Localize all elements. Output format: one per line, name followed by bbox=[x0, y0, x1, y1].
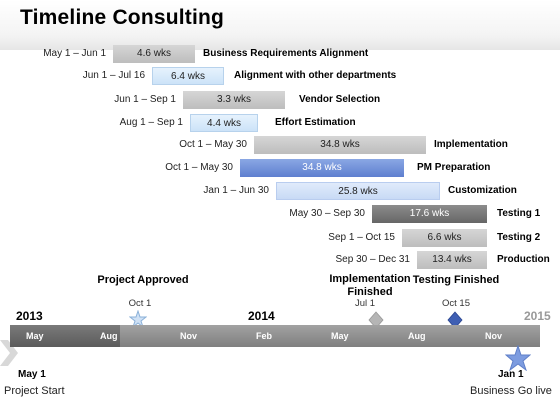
month-label: Nov bbox=[485, 331, 503, 341]
task-date-range: Oct 1 – May 30 bbox=[179, 139, 247, 150]
milestone-label-implementation-finished: Implementation Finished bbox=[329, 273, 411, 298]
task-name: Production bbox=[497, 254, 550, 265]
task-date-range: Sep 1 – Oct 15 bbox=[328, 232, 395, 243]
task-name: Testing 2 bbox=[497, 232, 541, 243]
go-live-date: Jan 1 bbox=[498, 369, 524, 380]
milestone-label-project-approved: Project Approved bbox=[97, 274, 189, 286]
month-label: Nov bbox=[180, 331, 198, 341]
task-date-range: May 30 – Sep 30 bbox=[289, 208, 365, 219]
go-live-label: Business Go live bbox=[470, 385, 552, 397]
milestone-date-testing-finished: Oct 15 bbox=[442, 298, 470, 309]
task-name: Customization bbox=[448, 185, 517, 196]
task-bar: 17.6 wks bbox=[372, 205, 487, 223]
task-bar: 4.4 wks bbox=[190, 114, 258, 132]
year-label: 2015 bbox=[524, 309, 551, 323]
task-date-range: Jun 1 – Jul 16 bbox=[82, 70, 145, 81]
task-name: Implementation bbox=[434, 139, 508, 150]
task-name: Alignment with other departments bbox=[234, 70, 397, 81]
task-date-range: Jun 1 – Sep 1 bbox=[114, 94, 176, 105]
task-date-range: May 1 – Jun 1 bbox=[43, 48, 106, 59]
month-label: Feb bbox=[256, 331, 273, 341]
task-bar: 6.6 wks bbox=[402, 229, 487, 247]
year-label: 2014 bbox=[248, 309, 275, 323]
task-bar: 13.4 wks bbox=[417, 251, 487, 269]
task-date-range: Oct 1 – May 30 bbox=[165, 162, 233, 173]
star-milestone-icon bbox=[129, 310, 147, 328]
month-label: Aug bbox=[100, 331, 118, 341]
task-bar: 6.4 wks bbox=[152, 67, 224, 85]
task-date-range: Sep 30 – Dec 31 bbox=[335, 254, 411, 265]
task-bar: 34.8 wks bbox=[254, 136, 426, 154]
timeline-axis: May Aug Nov Feb May Aug Nov bbox=[10, 325, 540, 347]
timeline-axis-elapsed bbox=[10, 325, 120, 347]
task-name: Business Requirements Alignment bbox=[203, 48, 369, 59]
month-label: May bbox=[331, 331, 349, 341]
task-date-range: Aug 1 – Sep 1 bbox=[119, 117, 183, 128]
task-name: Vendor Selection bbox=[299, 94, 381, 105]
task-bar: 4.6 wks bbox=[113, 45, 195, 63]
axis-arrow-tail-icon bbox=[0, 340, 18, 366]
task-name: Testing 1 bbox=[497, 208, 541, 219]
month-label: May bbox=[26, 331, 44, 341]
task-bar: 3.3 wks bbox=[183, 91, 285, 109]
task-bar: 25.8 wks bbox=[276, 182, 440, 200]
header-band bbox=[0, 0, 560, 50]
milestone-label-testing-finished: Testing Finished bbox=[412, 274, 500, 286]
task-name: PM Preparation bbox=[417, 162, 491, 173]
month-label: Aug bbox=[408, 331, 426, 341]
milestone-date-implementation-finished: Jul 1 bbox=[354, 298, 376, 309]
milestone-date-project-approved: Oct 1 bbox=[128, 298, 152, 309]
year-label: 2013 bbox=[16, 309, 43, 323]
task-date-range: Jan 1 – Jun 30 bbox=[203, 185, 269, 196]
task-name: Effort Estimation bbox=[275, 117, 356, 128]
task-bar: 34.8 wks bbox=[240, 159, 404, 177]
star-go-live-icon bbox=[505, 345, 531, 371]
page-title: Timeline Consulting bbox=[20, 6, 225, 29]
project-start-label: Project Start bbox=[4, 385, 65, 397]
project-start-date: May 1 bbox=[18, 369, 46, 380]
